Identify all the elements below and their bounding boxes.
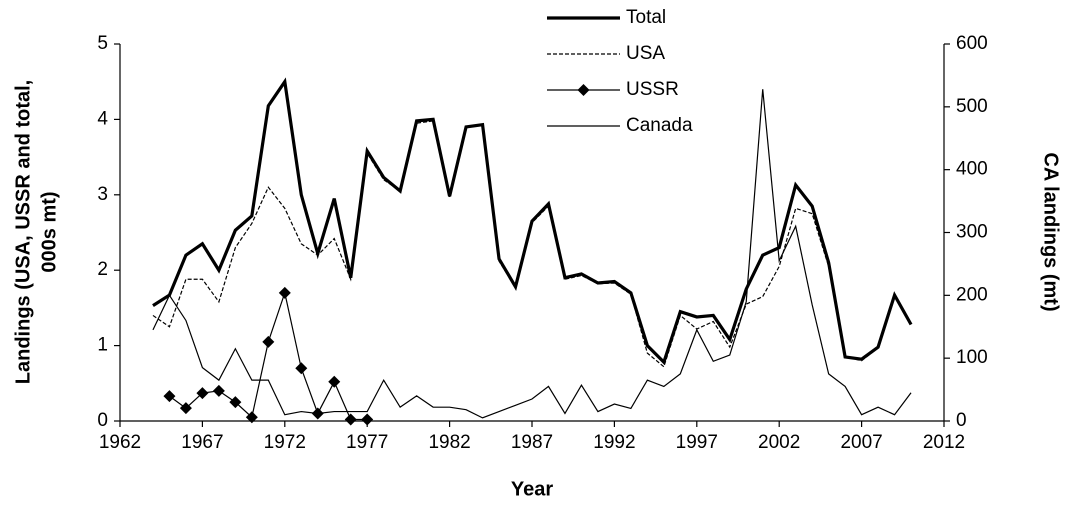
x-tick-label: 1977 (346, 432, 388, 453)
y-tick-label: 0 (97, 410, 108, 431)
x-tick-label: 2002 (758, 432, 800, 453)
y-tick-label: 5 (97, 33, 108, 54)
legend-label: Canada (626, 115, 693, 136)
y2-tick-label: 100 (956, 347, 988, 368)
point-marker (163, 390, 176, 403)
point-marker (328, 375, 341, 388)
x-tick-label: 2007 (840, 432, 882, 453)
y2-tick-label: 400 (956, 159, 988, 180)
legend-label: USA (626, 43, 665, 64)
legend-marker (577, 84, 590, 96)
x-tick-label: 1967 (181, 432, 223, 453)
legend-label: USSR (626, 79, 679, 100)
x-tick-label: 1972 (264, 432, 306, 453)
y2-tick-label: 600 (956, 33, 988, 54)
y2-axis-label: CA landings (mt) (1040, 152, 1062, 311)
y-tick-label: 1 (97, 335, 108, 356)
y-axis-label: Landings (USA, USSR and total, 000s mt) (12, 80, 60, 384)
x-tick-label: 2012 (923, 432, 965, 453)
point-marker (179, 402, 192, 415)
series-line (152, 77, 913, 366)
y-tick-label: 3 (97, 184, 108, 205)
point-marker (212, 384, 225, 397)
y2-tick-label: 0 (956, 410, 967, 431)
point-marker (196, 387, 209, 400)
x-tick-label: 1962 (99, 432, 141, 453)
y-tick-label: 2 (97, 259, 108, 280)
point-marker (344, 413, 357, 426)
x-tick-label: 1982 (428, 432, 470, 453)
point-marker (278, 286, 291, 299)
point-marker (245, 411, 258, 424)
series-line (152, 89, 912, 419)
series-line (152, 120, 912, 368)
y2-tick-label: 500 (956, 96, 988, 117)
point-marker (361, 413, 374, 426)
point-marker (262, 335, 275, 348)
y2-tick-label: 300 (956, 222, 988, 243)
x-tick-label: 1987 (511, 432, 553, 453)
x-axis-label: Year (511, 478, 553, 500)
x-tick-label: 1997 (676, 432, 718, 453)
y-axis-label-line: 000s mt) (38, 191, 60, 272)
point-marker (295, 362, 308, 375)
y2-tick-label: 200 (956, 284, 988, 305)
point-marker (229, 396, 242, 409)
legend-label: Total (626, 7, 666, 28)
y-axis-label-line: Landings (USA, USSR and total, (12, 80, 34, 384)
y-tick-label: 4 (97, 108, 108, 129)
x-tick-label: 1992 (593, 432, 635, 453)
series-line (169, 290, 368, 421)
